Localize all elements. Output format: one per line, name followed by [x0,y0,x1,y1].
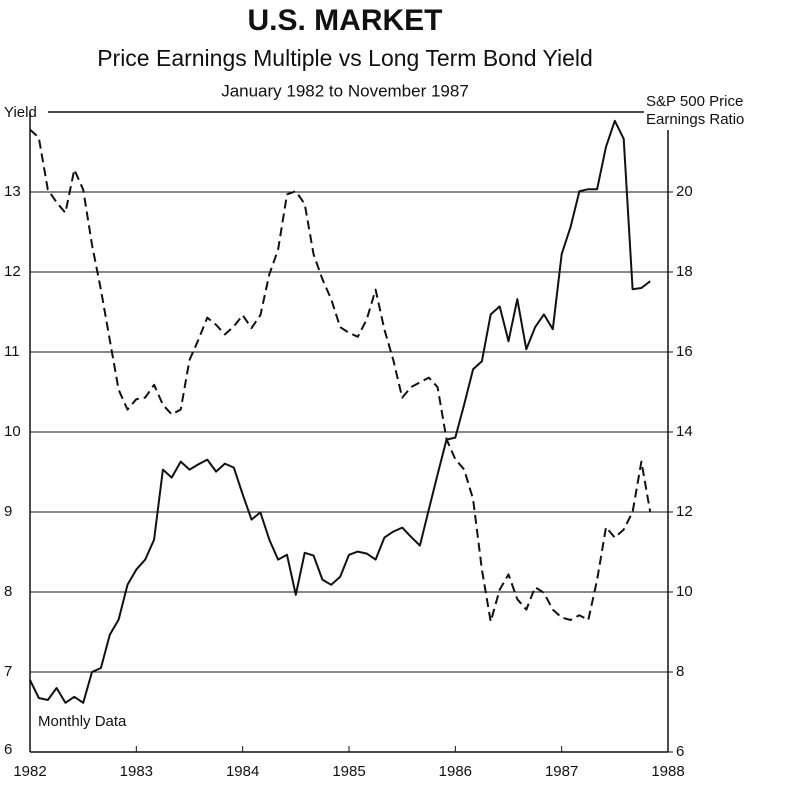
y-tick-label: 6 [4,741,12,758]
y-tick-label: 10 [4,423,21,440]
y2-tick-label: 14 [676,423,693,440]
x-tick-label: 1985 [332,763,365,780]
chart-title: U.S. MARKET [248,4,443,37]
y-tick-label: 9 [4,503,12,520]
y2-axis-label: Earnings Ratio [646,111,744,128]
annotation: Monthly Data [38,713,127,730]
y2-tick-label: 6 [676,743,684,760]
x-tick-label: 1988 [651,763,684,780]
x-tick-label: 1986 [439,763,472,780]
y2-tick-label: 8 [676,663,684,680]
x-tick-label: 1987 [545,763,578,780]
y2-tick-label: 10 [676,583,693,600]
series-line [29,128,652,623]
y2-tick-label: 12 [676,503,693,520]
y-tick-label: 12 [4,263,21,280]
y-tick-label: 8 [4,583,12,600]
y2-tick-label: 16 [676,343,693,360]
chart-subtitle: Price Earnings Multiple vs Long Term Bon… [97,45,593,71]
series-line [29,119,651,704]
x-tick-label: 1984 [226,763,259,780]
x-tick-label: 1983 [120,763,153,780]
y2-tick-label: 18 [676,263,693,280]
x-tick-label: 1982 [13,763,46,780]
y2-tick-label: 20 [676,183,693,200]
y-tick-label: 13 [4,183,21,200]
y-tick-label: 11 [4,343,20,360]
y2-axis-label: S&P 500 Price [646,93,743,110]
y-axis-label: Yield [4,104,37,121]
chart-subtitle: January 1982 to November 1987 [221,81,469,100]
y-tick-label: 7 [4,663,12,680]
